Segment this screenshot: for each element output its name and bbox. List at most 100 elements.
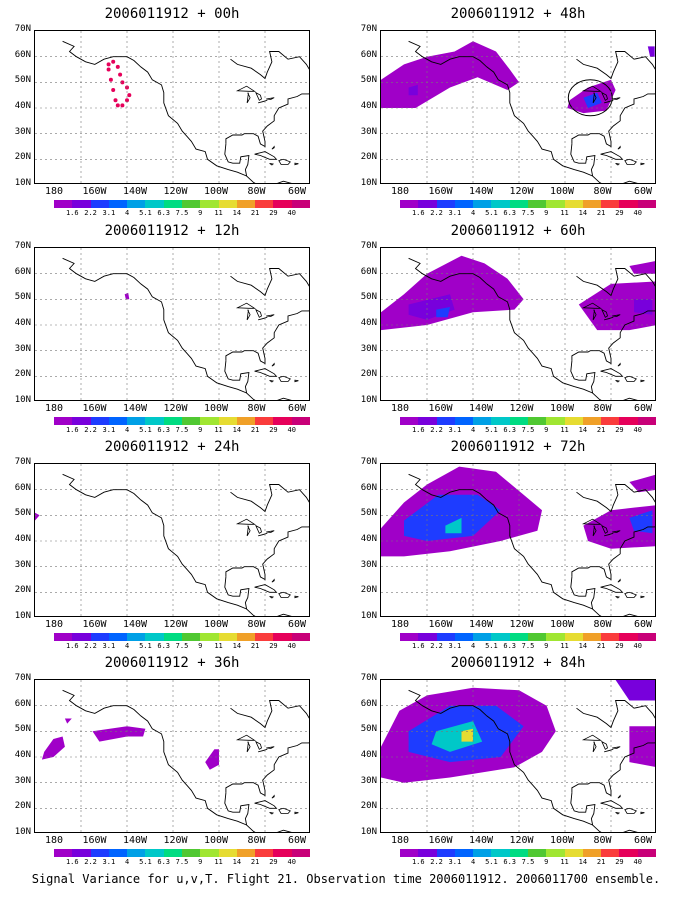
colorbar-label: 3.1	[102, 858, 116, 866]
coastline	[592, 309, 597, 321]
colorbar-label: 9	[544, 642, 549, 650]
coastline	[257, 532, 268, 537]
colorbar-segment	[418, 633, 437, 641]
longitude-label: 160W	[82, 619, 107, 630]
coastline	[235, 518, 256, 525]
coastline	[246, 525, 251, 537]
longitude-label: 60W	[633, 619, 653, 630]
longitude-label: 180	[44, 186, 64, 197]
coastline	[266, 97, 275, 100]
flight-track-dot	[106, 62, 111, 67]
longitude-label: 60W	[633, 835, 653, 846]
colorbar-label: 2.2	[430, 426, 443, 434]
colorbar-label: 3.1	[448, 858, 462, 866]
coastline	[571, 93, 655, 148]
latitude-label: 60N	[14, 49, 31, 60]
map-canvas	[35, 31, 309, 183]
colorbar-label: 5.1	[139, 858, 152, 866]
colorbar-segment	[90, 200, 109, 208]
coastline	[257, 99, 268, 104]
colorbar	[400, 633, 656, 641]
flight-track-dot	[113, 98, 118, 103]
colorbar-label: 5.1	[139, 209, 152, 217]
map-frame	[380, 679, 656, 833]
colorbar-segment	[145, 200, 164, 208]
longitude-label: 140W	[122, 403, 148, 414]
coastline	[277, 613, 292, 616]
colorbar-label: 29	[615, 858, 624, 866]
coastline	[246, 741, 251, 753]
colorbar-label: 2.2	[84, 209, 97, 217]
signal-patch	[381, 41, 519, 108]
latitude-label: 50N	[360, 724, 377, 735]
colorbar-label: 29	[269, 642, 278, 650]
signal-patch	[408, 84, 418, 96]
colorbar-segment	[72, 200, 91, 208]
panel-title: 2006011912 + 72h	[450, 439, 586, 455]
colorbar-segment	[255, 417, 274, 425]
coastline	[600, 151, 624, 160]
colorbar-segment	[619, 200, 638, 208]
colorbar-segment	[582, 200, 602, 208]
latitude-label: 50N	[14, 75, 31, 86]
coastline	[254, 584, 278, 593]
colorbar-label: 9	[544, 858, 549, 866]
latitude-label: 10N	[14, 827, 31, 837]
colorbar-segment	[546, 200, 565, 208]
signal-patch	[436, 307, 450, 318]
colorbar-segment	[145, 633, 164, 641]
panel-title: 2006011912 + 60h	[450, 223, 586, 239]
longitude-label: 160W	[82, 835, 107, 846]
longitude-label: 80W	[247, 186, 266, 197]
colorbar-segment	[200, 200, 219, 208]
colorbar-label: 40	[287, 209, 296, 217]
longitude-label: 60W	[633, 186, 653, 197]
coastline	[615, 812, 621, 815]
latitude-label: 70N	[14, 673, 31, 683]
map-canvas	[35, 680, 309, 832]
colorbar-segment	[108, 417, 128, 425]
colorbar-label: 4	[471, 209, 476, 217]
coastline	[277, 397, 292, 400]
coastline	[581, 734, 602, 741]
colorbar-segment	[637, 417, 656, 425]
coastline	[570, 143, 596, 177]
coastline	[254, 368, 278, 377]
colorbar-segment	[418, 200, 437, 208]
coastline	[600, 368, 624, 377]
coastline	[254, 308, 262, 318]
latitude-label: 60N	[14, 482, 31, 493]
coastline	[269, 163, 275, 166]
colorbar-label: 6.3	[157, 209, 171, 217]
colorbar-label: 7.5	[175, 858, 189, 866]
colorbar-label: 11	[560, 858, 569, 866]
coastline	[224, 792, 250, 826]
colorbar-label: 11	[560, 209, 569, 217]
coastline	[225, 93, 309, 148]
colorbar-segment	[564, 200, 583, 208]
flight-track-dot	[118, 72, 123, 77]
colorbar-label: 21	[250, 642, 260, 650]
colorbar-segment	[163, 417, 182, 425]
signal-patch	[615, 680, 655, 701]
coastline	[225, 526, 309, 581]
coastline	[603, 316, 614, 321]
longitude-label: 120W	[509, 619, 534, 630]
colorbar-segment	[491, 849, 510, 857]
map-frame	[34, 247, 310, 401]
latitude-label: 10N	[14, 178, 31, 188]
colorbar-segment	[273, 417, 292, 425]
coastline	[266, 746, 275, 749]
colorbar-label: 9	[544, 209, 549, 217]
coastline	[277, 180, 292, 183]
colorbar-segment	[491, 633, 510, 641]
latitude-label: 60N	[360, 266, 377, 277]
coastline	[224, 143, 250, 177]
signal-patch	[578, 281, 655, 331]
coastline	[254, 91, 262, 101]
colorbar-label: 14	[232, 209, 242, 217]
colorbar-label: 4	[471, 426, 476, 434]
colorbar-segment	[436, 633, 455, 641]
colorbar	[400, 417, 656, 425]
coastline	[576, 268, 655, 297]
